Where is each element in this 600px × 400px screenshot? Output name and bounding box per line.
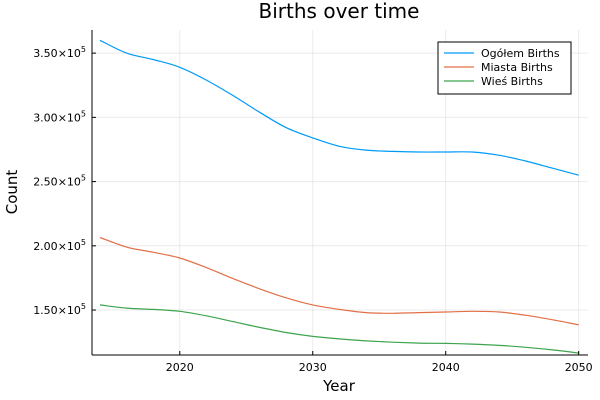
x-tick-label: 2020 xyxy=(166,361,194,374)
y-tick-mantissa: 2.50 xyxy=(33,176,58,189)
x-axis-label: Year xyxy=(322,377,356,395)
x-tick-label: 2040 xyxy=(432,361,460,374)
series-line-3 xyxy=(99,304,579,354)
y-tick-label: 3.00×105 xyxy=(33,109,86,124)
x-tick-label: 2050 xyxy=(565,361,593,374)
y-tick-base: ×10 xyxy=(58,304,81,317)
y-tick-base: ×10 xyxy=(58,47,81,60)
y-tick-mantissa: 1.50 xyxy=(33,304,58,317)
chart-title: Births over time xyxy=(259,0,420,23)
y-tick-label: 3.50×105 xyxy=(33,45,86,60)
y-tick-label: 2.50×105 xyxy=(33,174,86,189)
series-lines xyxy=(99,39,579,354)
series-line-2 xyxy=(99,236,579,326)
legend-label: Wieś Births xyxy=(481,75,543,88)
y-tick-exponent: 5 xyxy=(81,302,86,311)
y-tick-label: 1.50×105 xyxy=(33,302,86,317)
y-axis-label: Count xyxy=(3,170,21,215)
y-tick-exponent: 5 xyxy=(81,45,86,54)
x-axis-ticks: 2020 2030 2040 2050 xyxy=(166,351,593,374)
y-tick-base: ×10 xyxy=(58,240,81,253)
series-line-1 xyxy=(99,39,579,176)
y-tick-label: 2.00×105 xyxy=(33,238,86,253)
y-tick-exponent: 5 xyxy=(81,109,86,118)
y-tick-exponent: 5 xyxy=(81,174,86,183)
y-tick-mantissa: 2.00 xyxy=(33,240,58,253)
legend-box xyxy=(437,41,572,95)
y-tick-base: ×10 xyxy=(58,176,81,189)
x-tick-label: 2030 xyxy=(299,361,327,374)
y-tick-exponent: 5 xyxy=(81,238,86,247)
y-tick-mantissa: 3.00 xyxy=(33,111,58,124)
legend-label: Miasta Births xyxy=(481,61,553,74)
y-tick-mantissa: 3.50 xyxy=(33,47,58,60)
legend-label: Ogółem Births xyxy=(481,47,560,60)
y-tick-base: ×10 xyxy=(58,111,81,124)
